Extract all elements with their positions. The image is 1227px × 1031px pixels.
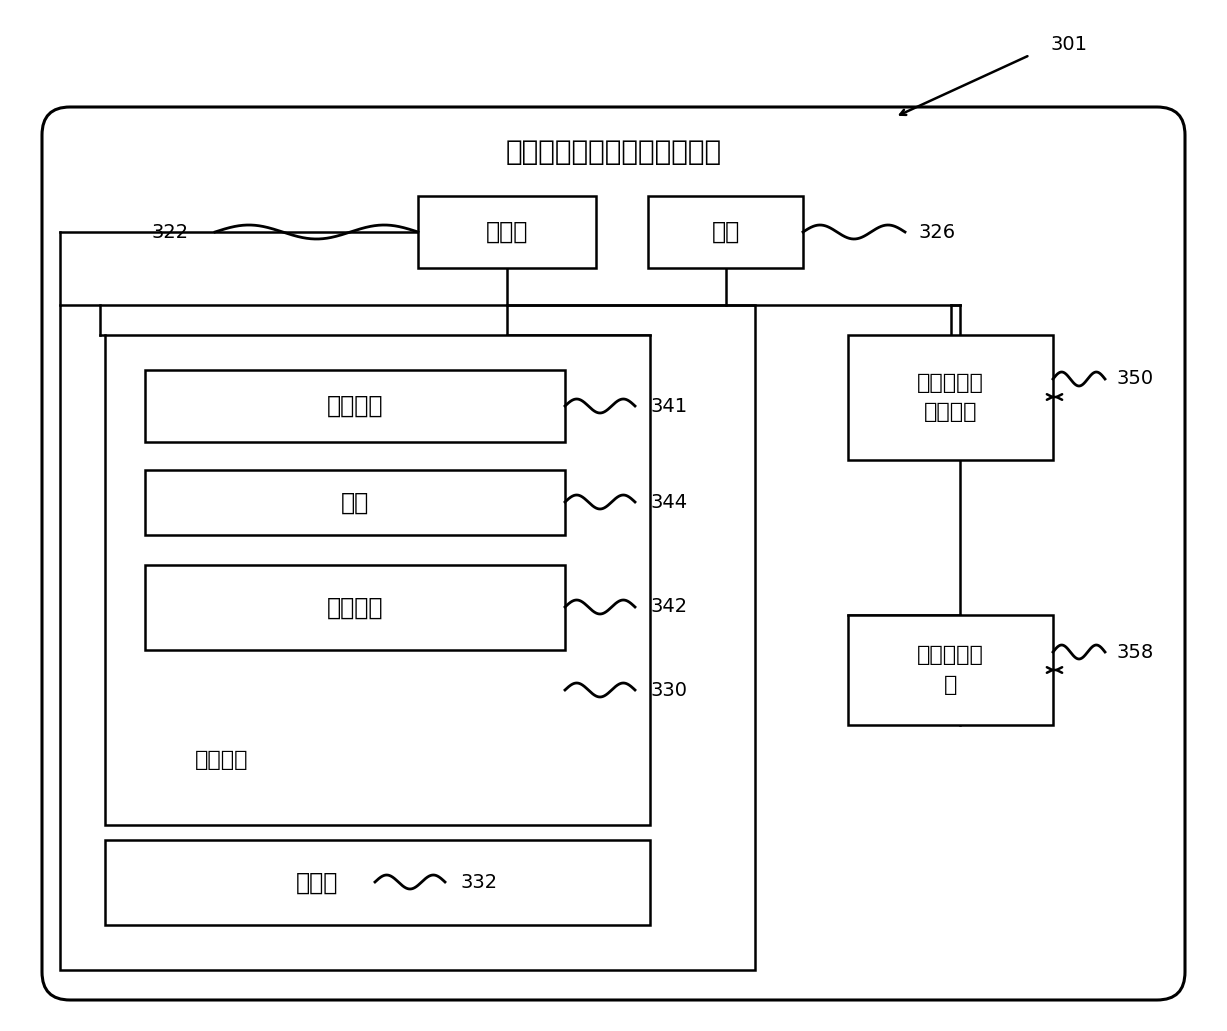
Text: 301: 301 [1050, 35, 1087, 55]
Text: 操作系统: 操作系统 [326, 394, 383, 418]
Text: 电源: 电源 [712, 220, 740, 244]
Text: 322: 322 [151, 223, 189, 241]
Text: 330: 330 [650, 680, 687, 699]
Text: 数据: 数据 [341, 491, 369, 514]
Text: 326: 326 [918, 223, 955, 241]
FancyBboxPatch shape [42, 107, 1185, 1000]
Text: 有线或无线
网络接口: 有线或无线 网络接口 [917, 372, 984, 423]
Text: 应用程序: 应用程序 [326, 596, 383, 620]
Text: 358: 358 [1117, 642, 1155, 662]
Text: 332: 332 [460, 872, 497, 892]
Bar [106, 840, 650, 925]
Bar [648, 196, 802, 268]
Bar [145, 565, 564, 650]
Bar [106, 335, 650, 825]
Bar [60, 305, 755, 970]
Text: 处理器: 处理器 [486, 220, 528, 244]
Bar [418, 196, 596, 268]
Bar [145, 370, 564, 442]
Text: 存储系统写缓存数据下发设备: 存储系统写缓存数据下发设备 [506, 138, 721, 166]
Text: 存储器: 存储器 [296, 870, 339, 895]
Text: 存储介质: 存储介质 [195, 750, 249, 770]
Bar [848, 616, 1053, 725]
Text: 输入输出接
口: 输入输出接 口 [917, 645, 984, 695]
Text: 342: 342 [650, 598, 687, 617]
Text: 341: 341 [650, 397, 687, 415]
Bar [145, 470, 564, 535]
Text: 344: 344 [650, 493, 687, 511]
Bar [848, 335, 1053, 460]
Text: 350: 350 [1117, 369, 1155, 389]
